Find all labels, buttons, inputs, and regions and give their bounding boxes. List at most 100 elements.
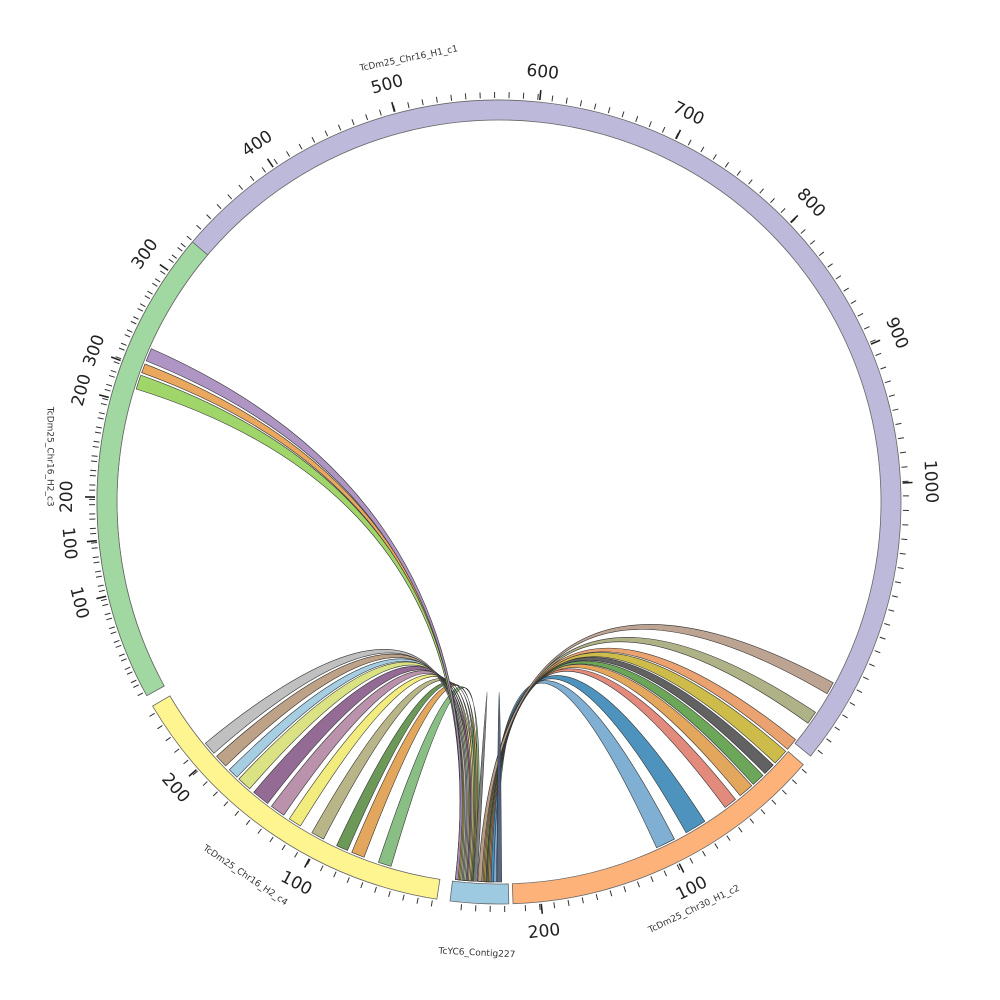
minor-tick [93,440,100,443]
minor-tick [800,229,806,234]
minor-tick [157,725,163,730]
minor-tick [333,871,337,878]
minor-tick [165,736,171,742]
minor-tick [234,810,240,816]
minor-tick [126,329,133,333]
minor-tick [702,850,706,857]
minor-tick [108,626,115,630]
minor-tick [897,567,904,570]
tick-label-c1-600: 600 [526,61,560,84]
minor-tick [759,188,764,194]
minor-tick [113,639,120,643]
minor-tick [192,770,198,776]
tick-label-c2-200: 200 [527,920,561,943]
minor-tick [850,300,857,304]
minor-tick [862,676,869,680]
minor-tick [133,684,139,688]
minor-tick [827,263,833,268]
minor-tick [104,612,111,616]
minor-tick [137,692,144,697]
minor-tick [874,650,881,654]
minor-tick [724,162,730,168]
minor-tick [100,403,107,406]
minor-tick [177,247,183,252]
tick-label-c1-300: 300 [128,235,163,273]
minor-tick [621,111,625,118]
minor-tick [110,631,117,635]
minor-tick [180,242,186,248]
minor-tick [196,224,202,230]
minor-tick [748,179,753,185]
minor-tick [91,460,98,463]
minor-tick [700,146,705,153]
minor-tick [595,894,599,901]
major-tick [540,903,544,914]
minor-tick [771,799,777,805]
ribbon-9 [477,624,834,882]
segment-layer [96,99,902,905]
major-tick [539,90,542,101]
minor-tick [92,446,99,448]
minor-tick [826,738,832,743]
minor-tick [416,897,419,904]
tick-label-c1-400: 400 [238,126,276,161]
minor-tick [124,666,131,671]
segment-c6 [449,880,510,905]
minor-tick [857,313,864,317]
minor-tick [206,214,212,220]
tick-label-c1-900: 900 [881,314,912,352]
minor-tick [126,671,133,675]
tick-label-c3-100: 100 [65,585,92,621]
minor-tick [163,266,169,271]
major-tick [98,394,109,399]
minor-tick [118,653,125,657]
minor-tick [791,779,798,785]
minor-tick [809,240,816,245]
minor-tick [311,136,316,143]
minor-tick [435,96,438,103]
minor-tick [95,575,102,578]
tick-label-c1-100: 100 [57,526,80,560]
major-tick [391,101,396,112]
minor-tick [183,759,189,765]
minor-tick [306,858,311,865]
major-tick [790,214,799,223]
minor-tick [407,102,410,109]
minor-tick [460,904,463,911]
tick-label-c1-1000: 1000 [920,460,942,504]
minor-tick [365,114,369,121]
minor-tick [676,864,681,871]
minor-tick [174,748,180,753]
minor-tick [849,701,856,706]
minor-tick [374,886,377,893]
minor-tick [261,167,266,173]
minor-tick [388,890,391,897]
minor-tick [430,900,433,907]
minor-tick [160,270,166,275]
minor-tick [346,877,350,884]
minor-tick [635,116,639,123]
minor-tick [863,326,870,330]
minor-tick [94,431,102,434]
minor-tick [875,352,882,356]
minor-tick [93,561,100,564]
minor-tick [869,339,876,343]
minor-tick [379,109,382,116]
minor-tick [360,882,364,889]
minor-tick [102,603,109,607]
minor-tick [202,781,208,787]
ribbon-23 [145,348,463,881]
minor-tick [124,334,131,338]
minor-tick [623,886,627,893]
minor-tick [95,426,102,429]
minor-tick [689,857,694,864]
minor-tick [147,290,153,295]
segment-c2 [511,751,804,905]
major-tick [86,539,97,543]
minor-tick [770,198,775,204]
minor-tick [152,282,158,287]
major-tick [266,158,274,168]
minor-tick [892,408,899,411]
minor-tick [269,836,274,843]
